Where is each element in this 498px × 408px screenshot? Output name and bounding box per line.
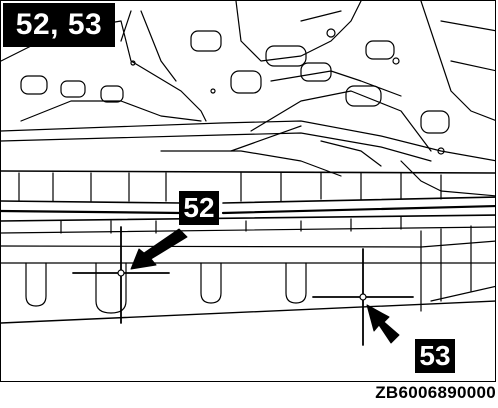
sill-ribs <box>18 172 442 234</box>
panel-pressings <box>20 28 450 155</box>
figure-id: ZB6006890000 <box>375 383 496 402</box>
diagram-frame: 52, 53 52 53 <box>0 0 496 382</box>
crosshair-icon <box>312 248 414 346</box>
callout-label-53: 53 <box>415 339 455 373</box>
arrow-icon <box>130 228 188 270</box>
title-badge: 52, 53 <box>3 3 115 47</box>
vehicle-floor-pan-drawing <box>1 1 495 346</box>
sill-rail <box>1 170 495 248</box>
crosshair-icon <box>72 226 170 324</box>
lower-cross-member <box>1 225 495 324</box>
callout-label-52: 52 <box>179 191 219 225</box>
arrow-icon <box>366 304 400 344</box>
floor-panel-outlines <box>1 1 495 197</box>
